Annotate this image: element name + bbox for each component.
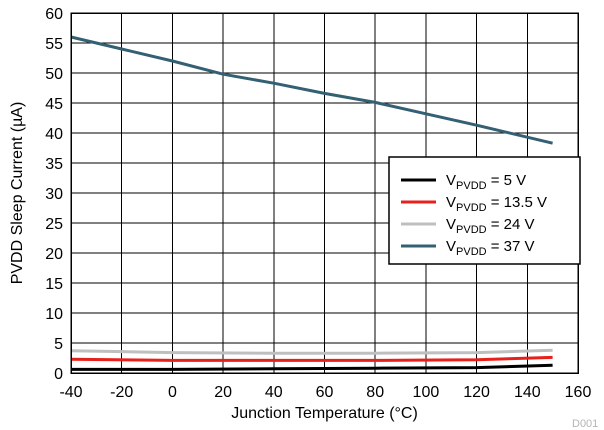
y-tick-label: 40: [45, 126, 63, 143]
x-tick-label: 40: [265, 384, 283, 401]
x-tick-label: 0: [168, 384, 177, 401]
series-line-2: [70, 348, 553, 355]
y-tick-label: 50: [45, 66, 63, 83]
y-tick-label: 60: [45, 6, 63, 23]
series-lines: [70, 35, 553, 371]
x-tick-label: 20: [214, 384, 232, 401]
legend-entry-2: VPVDD = 24 V: [446, 216, 535, 236]
legend-entry-3: VPVDD = 37 V: [446, 238, 535, 258]
x-tick-label: 60: [316, 384, 334, 401]
y-tick-label: 15: [45, 276, 63, 293]
x-tick-label: -20: [110, 384, 133, 401]
x-tick-label: 80: [366, 384, 384, 401]
series-line-1: [70, 355, 553, 362]
y-tick-label: 55: [45, 36, 63, 53]
legend-entry-1: VPVDD = 13.5 V: [446, 194, 547, 214]
x-tick-labels: -40 -20 0 20 40 60 80 100 120 140 160: [59, 384, 591, 401]
y-axis-title: PVDD Sleep Current (µA): [9, 102, 26, 285]
x-tick-label: 120: [463, 384, 490, 401]
y-tick-label: 25: [45, 216, 63, 233]
series-line-3: [70, 35, 553, 145]
y-tick-label: 10: [45, 306, 63, 323]
x-axis-title: Junction Temperature (°C): [231, 405, 418, 422]
y-tick-label: 20: [45, 246, 63, 263]
x-tick-label: 100: [413, 384, 440, 401]
y-tick-label: 0: [54, 366, 63, 383]
y-tick-label: 5: [54, 336, 63, 353]
x-tick-label: -40: [59, 384, 82, 401]
y-tick-label: 35: [45, 156, 63, 173]
x-tick-label: 140: [514, 384, 541, 401]
y-tick-labels: 0 5 10 15 20 25 30 35 40 45 50 55 60: [45, 6, 63, 383]
series-line-0: [71, 363, 553, 371]
x-tick-label: 160: [565, 384, 592, 401]
figure-id-watermark: D001: [572, 418, 598, 430]
y-tick-label: 30: [45, 186, 63, 203]
legend-entry-0: VPVDD = 5 V: [446, 172, 526, 192]
y-tick-label: 45: [45, 96, 63, 113]
